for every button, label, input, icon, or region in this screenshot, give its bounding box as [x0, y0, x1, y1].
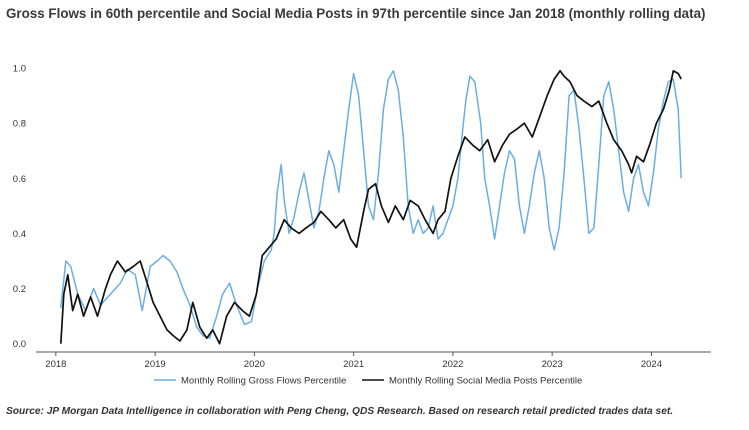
- chart-title: Gross Flows in 60th percentile and Socia…: [6, 6, 706, 21]
- legend-social-media: Monthly Rolling Social Media Posts Perce…: [362, 376, 582, 387]
- x-tick-label: 2018: [45, 359, 66, 370]
- legend-label: Monthly Rolling Gross Flows Percentile: [181, 376, 346, 387]
- x-tick-label: 2019: [145, 359, 166, 370]
- y-tick-label: 0.4: [13, 229, 26, 240]
- y-tick-label: 1.0: [13, 64, 26, 75]
- x-tick-label: 2024: [641, 359, 662, 370]
- axes: 0.0 0.2 0.4 0.6 0.8 1.0 2018 2019 2020 2021 2022 20…: [13, 64, 711, 370]
- source-note: Source: JP Morgan Data Intelligence in c…: [6, 406, 674, 417]
- x-tick-label: 2022: [442, 359, 463, 370]
- legend-label: Monthly Rolling Social Media Posts Perce…: [389, 376, 582, 387]
- legend: Monthly Rolling Gross Flows Percentile Mo…: [154, 376, 582, 387]
- series-line-social-media: [59, 69, 682, 345]
- y-tick-label: 0.2: [13, 284, 26, 295]
- series-line-gross-flows: [60, 70, 682, 339]
- series-layer: [59, 69, 682, 345]
- x-tick-label: 2020: [244, 359, 265, 370]
- y-tick-label: 0.0: [13, 339, 26, 350]
- legend-gross-flows: Monthly Rolling Gross Flows Percentile: [154, 376, 346, 387]
- x-tick-label: 2021: [343, 359, 364, 370]
- x-tick-label: 2023: [542, 359, 563, 370]
- y-tick-label: 0.8: [13, 119, 26, 130]
- y-tick-label: 0.6: [13, 174, 26, 185]
